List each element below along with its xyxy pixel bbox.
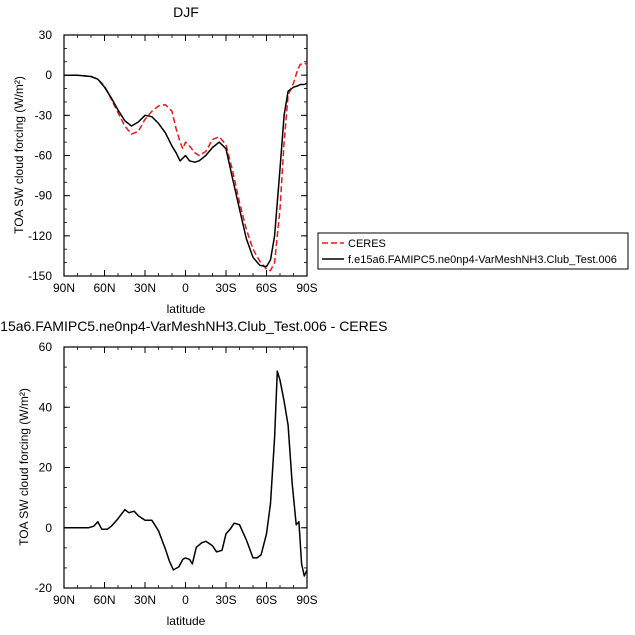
top-y-tick-label: 30 [39,28,53,42]
top-y-axis-label: TOA SW cloud forcing (W/m²) [12,76,26,234]
bottom-tick-marks [63,346,308,589]
top-x-tick-label: 30N [134,281,156,295]
top-x-tick-label: 60N [93,281,115,295]
bottom-tick-labels: 90N 60N 30N 0 30S 60S 90S 60 40 20 0 -20 [35,340,318,607]
legend-box [317,232,629,270]
bottom-x-axis-label: latitude [167,614,206,628]
bottom-title: f.e15a6.FAMIPC5.ne0np4-VarMeshNH3.Club_T… [0,318,387,334]
bottom-x-tick-label: 90S [296,593,317,607]
legend: CERES f.e15a6.FAMIPC5.ne0np4-VarMeshNH3.… [317,232,629,270]
bottom-x-tick-label: 30N [134,593,156,607]
top-x-tick-label: 0 [182,281,189,295]
top-x-tick-label: 90S [296,281,317,295]
top-y-tick-label: 0 [45,68,52,82]
top-x-tick-label: 30S [215,281,236,295]
bottom-series-lines [64,370,308,577]
bottom-series-line-0 [64,370,308,577]
bottom-y-tick-label: 0 [45,521,52,535]
top-y-tick-label: -150 [28,269,52,283]
top-x-tick-label: 90N [53,281,75,295]
top-x-axis-label: latitude [167,302,206,316]
bottom-x-tick-label: 90N [53,593,75,607]
bottom-x-tick-label: 60S [256,593,277,607]
top-x-tick-label: 60S [256,281,277,295]
top-tick-marks [63,34,308,277]
bottom-plot-area [63,346,308,589]
bottom-y-tick-label: 40 [39,400,53,414]
bottom-y-tick-label: -20 [35,581,53,595]
bottom-y-axis-label: TOA SW cloud forcing (W/m²) [17,388,31,546]
top-panel: DJF 90N 60N 30N 0 30S 60S 90S 30 0 -30 -60 -90 -120 -… [12,4,629,316]
top-y-tick-label: -30 [35,108,53,122]
legend-label-ceres: CERES [348,238,386,250]
top-y-tick-label: -90 [35,189,53,203]
top-series-line-1 [64,74,308,268]
legend-label-model: f.e15a6.FAMIPC5.ne0np4-VarMeshNH3.Club_T… [348,254,617,266]
bottom-plot-frame [63,346,308,589]
bottom-x-tick-label: 30S [215,593,236,607]
top-title: DJF [173,4,199,20]
top-series-line-0 [64,62,308,272]
bottom-x-tick-label: 0 [182,593,189,607]
bottom-panel: f.e15a6.FAMIPC5.ne0np4-VarMeshNH3.Club_T… [0,318,387,628]
bottom-y-tick-label: 60 [39,340,53,354]
top-tick-labels: 90N 60N 30N 0 30S 60S 90S 30 0 -30 -60 -90 -120 -150 [28,28,318,295]
top-y-tick-label: -120 [28,229,52,243]
bottom-x-tick-label: 60N [93,593,115,607]
top-series-lines [64,62,308,272]
bottom-y-tick-label: 20 [39,461,53,475]
top-y-tick-label: -60 [35,149,53,163]
